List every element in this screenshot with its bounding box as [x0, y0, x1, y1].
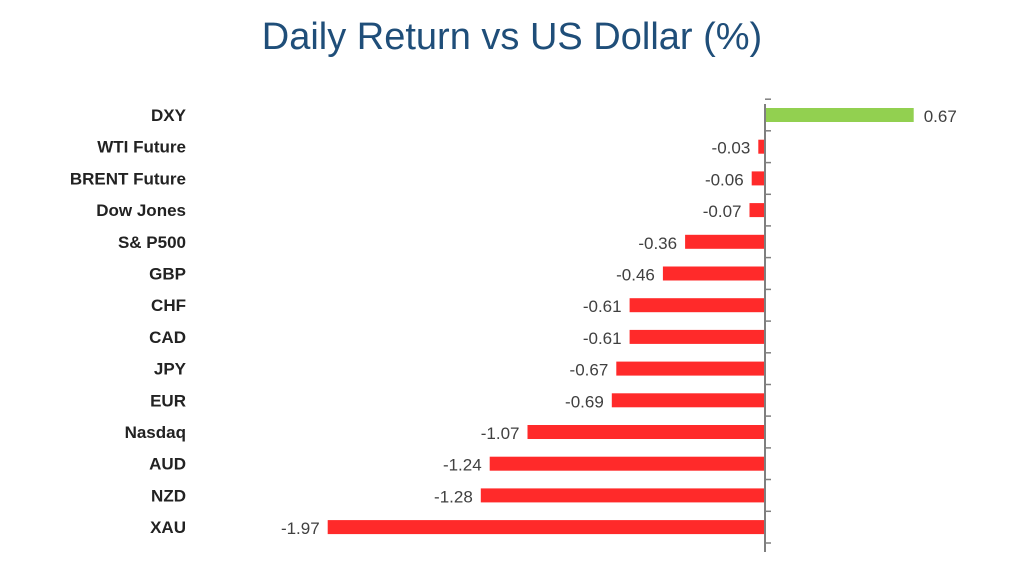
bar-s-p500	[685, 234, 765, 249]
bar-dxy	[765, 108, 914, 122]
value-label: -0.61	[583, 297, 622, 316]
value-label: -0.67	[570, 361, 609, 380]
value-label: -0.36	[638, 234, 677, 253]
value-label: -1.24	[443, 456, 482, 475]
value-label: -0.07	[703, 202, 742, 221]
category-label: NZD	[151, 486, 186, 505]
bar-xau	[327, 520, 765, 535]
value-label: -0.69	[565, 392, 604, 411]
value-label: -1.07	[481, 424, 520, 443]
bar-cad	[629, 329, 765, 344]
value-label: -0.06	[705, 170, 744, 189]
bar-nasdaq	[527, 425, 765, 439]
bar-wti-future	[758, 139, 765, 154]
category-label: GBP	[149, 265, 186, 284]
bars-layer	[327, 108, 914, 535]
value-label: -0.46	[616, 266, 655, 285]
bar-aud	[489, 456, 765, 471]
category-label: CHF	[151, 296, 186, 315]
value-label: -0.03	[712, 139, 751, 158]
bar-jpy	[616, 361, 765, 376]
bar-gbp	[662, 266, 765, 281]
category-label: BRENT Future	[70, 169, 186, 188]
bar-nzd	[480, 488, 765, 503]
category-label: WTI Future	[97, 138, 186, 157]
value-label: -1.28	[434, 487, 473, 506]
bar-dow-jones	[749, 203, 765, 218]
bar-brent-future	[751, 171, 765, 186]
category-label: CAD	[149, 328, 186, 347]
value-label: 0.67	[924, 107, 957, 126]
labels-layer: DXY 0.67 WTI Future -0.03 BRENT Future -0.06 D…	[70, 106, 957, 538]
value-label: -0.61	[583, 329, 622, 348]
category-label: AUD	[149, 455, 186, 474]
category-label: S& P500	[118, 233, 186, 252]
value-label: -1.97	[281, 519, 320, 538]
category-label: XAU	[150, 518, 186, 537]
category-label: JPY	[154, 360, 187, 379]
category-label: DXY	[151, 106, 187, 125]
bar-chf	[629, 298, 765, 313]
category-label: Dow Jones	[96, 201, 186, 220]
chart-title: Daily Return vs US Dollar (%)	[261, 16, 763, 58]
axis-layer	[764, 98, 771, 552]
category-label: Nasdaq	[125, 423, 186, 442]
category-label: EUR	[150, 391, 186, 410]
bar-eur	[611, 393, 765, 408]
